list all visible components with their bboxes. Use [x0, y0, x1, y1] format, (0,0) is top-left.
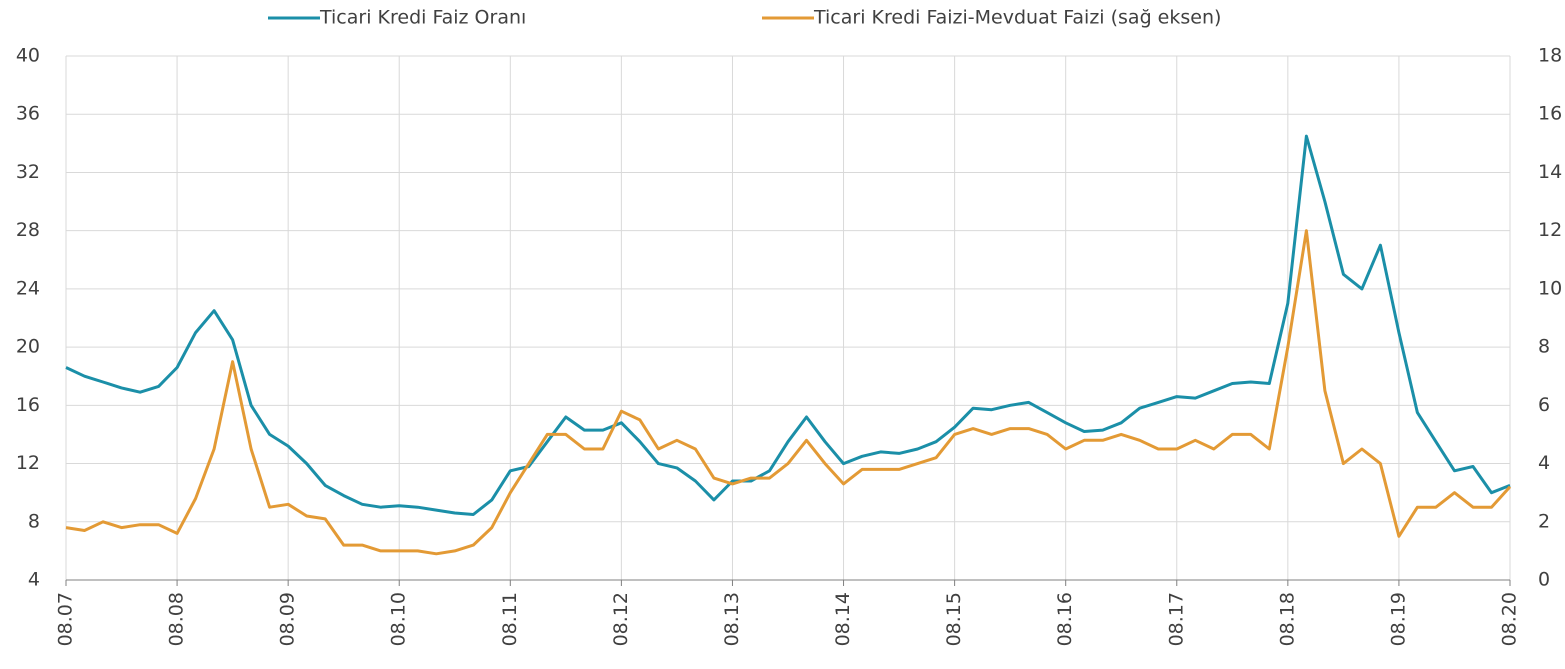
y-tick-label: 20 — [16, 336, 40, 358]
x-tick-label: 08.16 — [1054, 592, 1076, 646]
y-tick-label: 4 — [28, 569, 40, 591]
x-tick-label: 08.10 — [388, 592, 410, 646]
legend-label: Ticari Kredi Faizi-Mevduat Faizi (sağ ek… — [813, 7, 1221, 29]
x-tick-label: 08.08 — [166, 592, 188, 646]
legend-label: Ticari Kredi Faiz Oranı — [319, 7, 526, 29]
y2-tick-label: 2 — [1538, 510, 1550, 532]
line-series — [65, 229, 1512, 556]
y2-tick-label: 16 — [1538, 103, 1562, 125]
y-tick-label: 16 — [16, 394, 40, 416]
x-tick-label: 08.19 — [1387, 592, 1409, 646]
x-tick-label: 08.14 — [832, 592, 854, 646]
y-tick-label: 28 — [16, 219, 40, 241]
y2-tick-label: 12 — [1538, 219, 1562, 241]
y2-tick-label: 14 — [1538, 161, 1562, 183]
y-tick-label: 40 — [16, 45, 40, 67]
y-tick-label: 8 — [28, 510, 40, 532]
y-tick-label: 36 — [16, 103, 40, 125]
x-tick-label: 08.18 — [1276, 592, 1298, 646]
x-tick-label: 08.13 — [721, 592, 743, 646]
x-tick-label: 08.17 — [1165, 592, 1187, 646]
x-tick-label: 08.09 — [277, 592, 299, 646]
y-tick-label: 24 — [16, 277, 40, 299]
y2-tick-label: 4 — [1538, 452, 1550, 474]
y2-tick-label: 10 — [1538, 277, 1562, 299]
y-tick-label: 12 — [16, 452, 40, 474]
line-series — [65, 134, 1511, 516]
y-tick-label: 32 — [16, 161, 40, 183]
x-tick-label: 08.15 — [943, 592, 965, 646]
x-tick-label: 08.12 — [610, 592, 632, 646]
y2-tick-label: 6 — [1538, 394, 1550, 416]
y2-tick-label: 18 — [1538, 45, 1562, 67]
x-tick-label: 08.20 — [1499, 592, 1521, 646]
y2-tick-label: 0 — [1538, 569, 1550, 591]
x-tick-label: 08.07 — [55, 592, 77, 646]
x-tick-label: 08.11 — [499, 592, 521, 646]
y2-tick-label: 8 — [1538, 336, 1550, 358]
